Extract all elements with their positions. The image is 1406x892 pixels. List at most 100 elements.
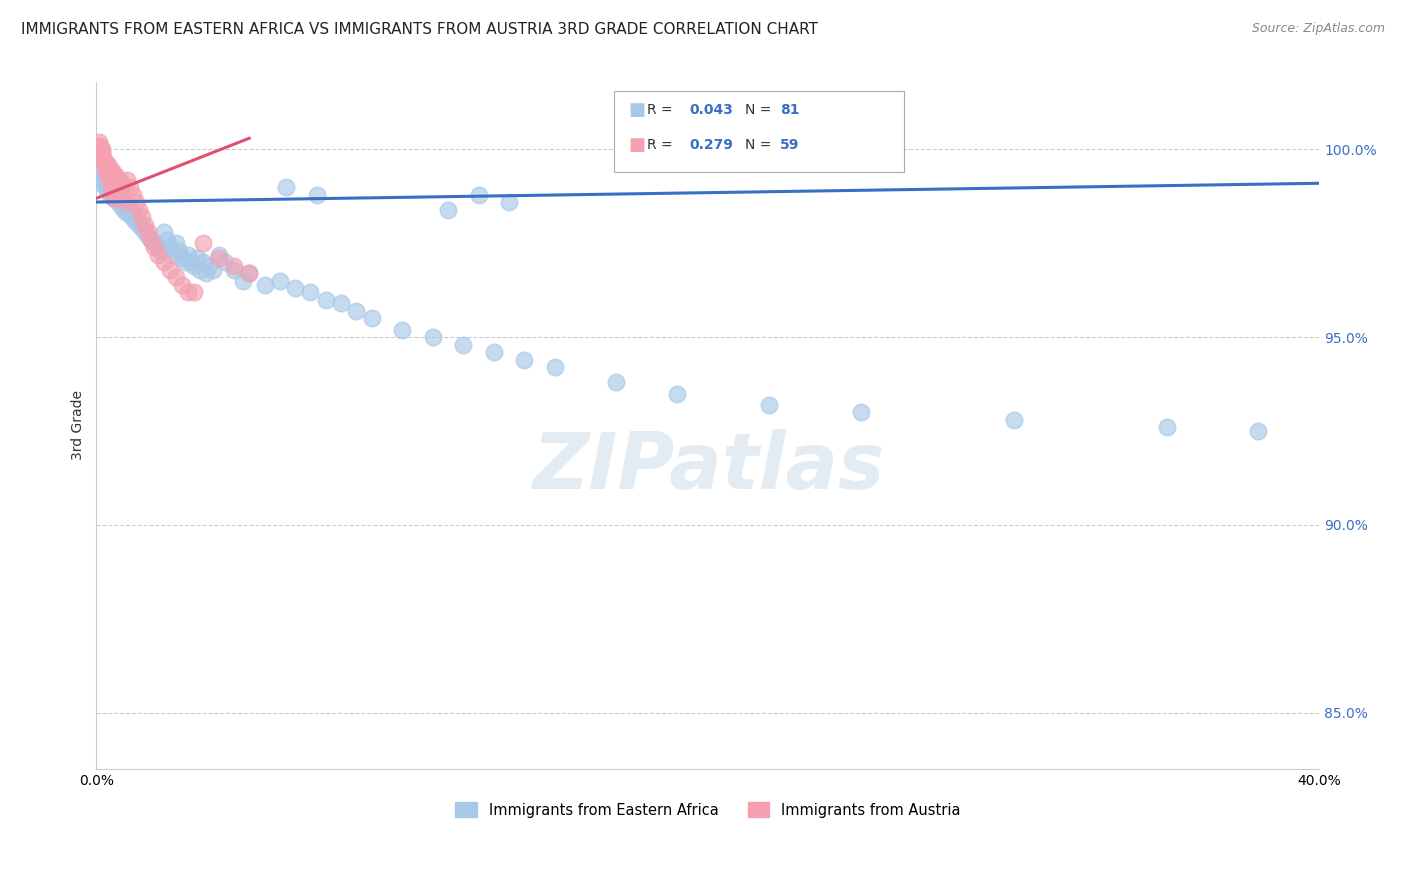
Point xyxy=(91,143,114,157)
Point xyxy=(124,214,146,228)
Point xyxy=(195,266,218,280)
Text: 81: 81 xyxy=(780,103,800,117)
Point xyxy=(103,191,125,205)
Point xyxy=(544,360,567,375)
Point xyxy=(91,150,114,164)
Point xyxy=(122,206,145,220)
Point xyxy=(177,247,200,261)
Point xyxy=(513,352,536,367)
Point xyxy=(141,233,163,247)
Point xyxy=(117,199,139,213)
Point xyxy=(170,252,193,266)
Point xyxy=(101,187,124,202)
Point xyxy=(98,161,121,176)
Point xyxy=(93,153,115,168)
Point xyxy=(118,180,141,194)
Point xyxy=(118,202,141,217)
Point xyxy=(222,262,245,277)
Point xyxy=(101,184,124,198)
Point xyxy=(98,172,121,186)
Point xyxy=(96,184,118,198)
Point xyxy=(183,259,205,273)
Text: ■: ■ xyxy=(628,136,645,153)
Point xyxy=(152,225,174,239)
Point xyxy=(193,236,215,251)
Point xyxy=(143,236,166,251)
Point xyxy=(165,270,187,285)
Point xyxy=(97,176,120,190)
Point xyxy=(344,304,367,318)
Text: N =: N = xyxy=(745,137,776,152)
Point xyxy=(107,176,129,190)
Point xyxy=(152,255,174,269)
Point xyxy=(111,191,134,205)
Point xyxy=(104,169,127,183)
Point xyxy=(156,233,179,247)
Text: ZIPatlas: ZIPatlas xyxy=(531,429,884,505)
Point xyxy=(134,218,156,232)
Point xyxy=(605,376,627,390)
Point xyxy=(222,259,245,273)
Point xyxy=(149,244,172,258)
Point xyxy=(114,195,136,210)
Point xyxy=(111,176,134,190)
Point xyxy=(299,285,322,300)
Point xyxy=(305,187,328,202)
Point xyxy=(105,180,128,194)
Point xyxy=(188,262,211,277)
Point xyxy=(90,146,112,161)
Point xyxy=(136,225,159,239)
Point xyxy=(128,202,150,217)
Point xyxy=(193,255,215,269)
Point xyxy=(134,225,156,239)
Point xyxy=(141,233,163,247)
Point xyxy=(167,244,190,258)
Point xyxy=(159,262,181,277)
Text: 59: 59 xyxy=(780,137,800,152)
Point xyxy=(1156,420,1178,434)
Point xyxy=(90,143,112,157)
Text: Source: ZipAtlas.com: Source: ZipAtlas.com xyxy=(1251,22,1385,36)
Point xyxy=(180,255,202,269)
Point xyxy=(183,285,205,300)
Point xyxy=(467,187,489,202)
Point xyxy=(90,176,112,190)
Point xyxy=(1247,424,1270,438)
Text: R =: R = xyxy=(647,137,676,152)
Point xyxy=(201,262,224,277)
Point xyxy=(87,143,110,157)
Point xyxy=(96,157,118,171)
Point xyxy=(91,165,114,179)
Point xyxy=(110,184,132,198)
Point xyxy=(112,202,135,217)
Point xyxy=(162,247,184,261)
Point xyxy=(115,172,138,186)
Point xyxy=(159,240,181,254)
Point xyxy=(849,405,872,419)
Point xyxy=(110,199,132,213)
Point xyxy=(143,240,166,254)
Point xyxy=(105,169,128,183)
Point xyxy=(208,247,231,261)
Point xyxy=(284,281,307,295)
Point xyxy=(360,311,382,326)
Point xyxy=(238,266,260,280)
Point xyxy=(125,210,148,224)
Text: N =: N = xyxy=(745,103,776,117)
Text: ■: ■ xyxy=(628,101,645,119)
Point xyxy=(94,165,117,179)
Point xyxy=(94,180,117,194)
Point xyxy=(108,172,131,186)
Point xyxy=(422,330,444,344)
Point xyxy=(112,191,135,205)
Legend: Immigrants from Eastern Africa, Immigrants from Austria: Immigrants from Eastern Africa, Immigran… xyxy=(450,797,966,823)
Point xyxy=(253,277,276,292)
Point xyxy=(104,184,127,198)
Point xyxy=(165,236,187,251)
Point xyxy=(94,157,117,171)
Point xyxy=(107,195,129,210)
Point xyxy=(101,191,124,205)
Point xyxy=(315,293,337,307)
Point xyxy=(101,165,124,179)
Point xyxy=(108,187,131,202)
